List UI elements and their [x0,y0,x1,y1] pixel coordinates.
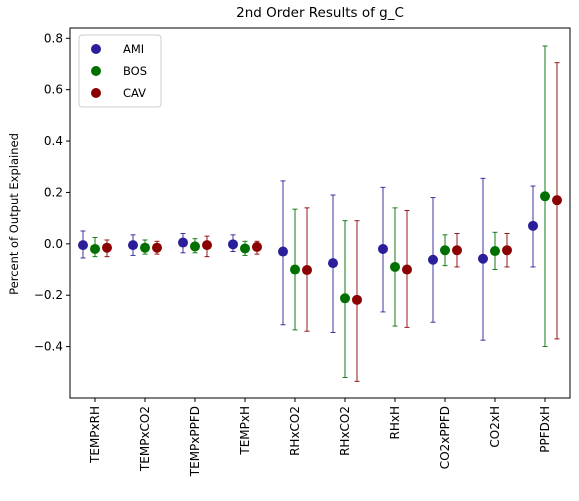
x-tick-label: TEMPxPPFD [188,406,202,477]
data-point-ami [528,220,538,231]
y-tick-label: 0.8 [44,31,63,45]
data-point-ami [428,254,438,265]
y-axis-label: Percent of Output Explained [7,133,21,295]
legend-label-ami: AMI [123,42,144,56]
plot-area: −0.4 −0.2 0.0 0.2 0.4 0.6 0.8 TEMPxRH TEMPxCO2 TE… [34,31,562,477]
legend: AMI BOS CAV [78,34,162,108]
data-point-ami [378,243,388,254]
data-point-bos [240,243,250,254]
x-tick-label: RHxH [388,406,402,440]
plot-frame [69,27,571,399]
legend-label-cav: CAV [123,86,146,100]
data-point-cav [302,265,312,276]
legend-box [78,34,162,108]
y-tick-label: 0.6 [44,83,63,97]
data-point-ami [328,258,338,269]
y-tick-label: −0.2 [34,288,63,302]
legend-label-bos: BOS [123,64,147,78]
data-point-bos [140,242,150,253]
x-tick-label: RHxCO2 [338,406,352,456]
data-point-cav [102,242,112,253]
data-point-cav [202,240,212,251]
data-point-cav [502,245,512,256]
x-tick-label: TEMPxH [238,406,252,456]
data-point-bos [390,261,400,272]
data-point-ami [178,237,188,248]
data-point-ami [278,246,288,257]
data-point-bos [490,246,500,257]
x-tick-label: CO2xPPFD [438,406,452,469]
data-point-bos [290,264,300,275]
data-point-ami [78,240,88,251]
x-tick-label: TEMPxCO2 [138,406,152,472]
data-point-bos [190,241,200,252]
x-tick-label: CO2xH [488,406,502,448]
y-tick-label: −0.4 [34,340,63,354]
y-tick-label: 0.0 [44,237,63,251]
data-point-bos [440,245,450,256]
data-point-cav [402,264,412,275]
data-point-ami [228,239,238,250]
data-point-cav [252,241,262,252]
legend-marker-ami [91,44,101,54]
chart-title: 2nd Order Results of g_C [236,5,404,21]
y-tick-label: 0.2 [44,185,63,199]
data-point-ami [478,253,488,264]
x-tick-label: RHxCO2 [288,406,302,456]
legend-marker-bos [91,66,101,76]
data-point-cav [352,294,362,305]
data-point-bos [340,293,350,304]
x-tick-label: TEMPxRH [88,406,102,464]
data-point-cav [152,242,162,253]
data-point-ami [128,240,138,251]
data-point-cav [552,195,562,206]
x-tick-label: PPFDxH [538,406,552,453]
data-point-cav [452,245,462,256]
legend-marker-cav [91,88,101,98]
data-point-bos [90,243,100,254]
data-point-bos [540,191,550,202]
y-tick-label: 0.4 [44,134,63,148]
